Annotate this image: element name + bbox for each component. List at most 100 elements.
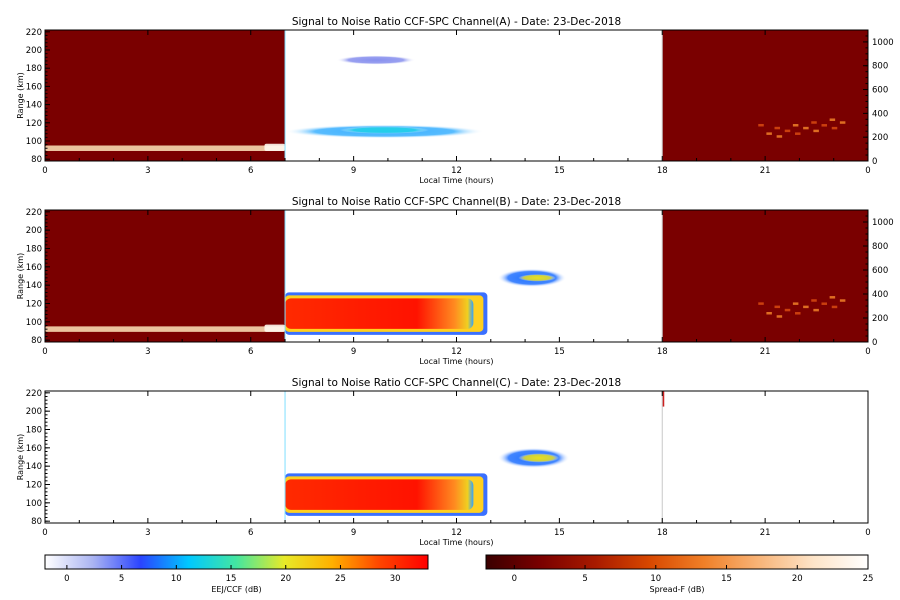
x-tick-label: 6: [248, 528, 253, 538]
eej-echo-core: [285, 298, 474, 329]
spreadf-echo: [774, 126, 781, 130]
spreadf-echo: [829, 296, 836, 299]
y-tick-label: 80: [31, 336, 42, 346]
colorbar-eej: 0 5 10 15 20 25 30 EEJ/CCF (dB): [44, 554, 429, 594]
y-tick-label: 160: [26, 82, 42, 92]
x-tick-label: 0: [865, 166, 870, 176]
colorbar-label: Spread-F (dB): [649, 585, 704, 594]
y-axis-label: Range (km): [16, 434, 25, 481]
night-echo-band: [45, 326, 286, 332]
night-spreadf-region: [45, 30, 286, 161]
colorbar-tick-label: 20: [280, 574, 291, 584]
y-tick-label: 140: [26, 281, 42, 291]
panel-A: Signal to Noise Ratio CCF-SPC Channel(A)…: [16, 16, 894, 185]
panel-C: Signal to Noise Ratio CCF-SPC Channel(C)…: [16, 377, 871, 547]
y-tick-label: 220: [26, 389, 42, 399]
y-tick-label: 120: [26, 300, 42, 310]
spreadf-echo: [776, 135, 783, 138]
spreadf-echo: [803, 126, 809, 130]
right-y-tick-label: 200: [872, 314, 888, 324]
y-tick-label: 100: [26, 137, 42, 147]
spreadf-echo: [839, 121, 846, 124]
colorbar-gradient: [485, 554, 869, 570]
spreadf-echo: [813, 129, 819, 133]
panel-B: Signal to Noise Ratio CCF-SPC Channel(B)…: [16, 196, 894, 366]
right-y-tick-label: 600: [872, 266, 888, 276]
spreadf-echo: [795, 312, 801, 315]
x-tick-label: 15: [554, 347, 565, 357]
right-y-tick-label: 800: [872, 242, 888, 252]
spreadf-echo: [829, 118, 836, 121]
x-axis-label: Local Time (hours): [419, 176, 493, 185]
x-tick-label: 3: [145, 528, 150, 538]
right-y-tick-label: 1000: [872, 218, 894, 228]
eej-echo-blob: [518, 453, 560, 463]
right-y-tick-label: 800: [872, 62, 888, 72]
trace-marker: [662, 391, 665, 407]
x-tick-label: 12: [451, 528, 462, 538]
colorbar-tick-label: 5: [119, 574, 124, 584]
spreadf-echo: [758, 302, 764, 305]
colorbar-label: EEJ/CCF (dB): [211, 585, 261, 594]
y-tick-label: 200: [26, 226, 42, 236]
right-y-tick-label: 400: [872, 290, 888, 300]
spreadf-echo: [821, 302, 828, 305]
x-tick-label: 9: [351, 166, 356, 176]
night-spreadf-region: [662, 30, 868, 161]
eej-echo-blob: [518, 274, 556, 282]
spreadf-echo: [803, 305, 809, 309]
night-echo-band: [264, 324, 286, 332]
x-tick-label: 21: [760, 166, 771, 176]
night-echo-band: [45, 145, 286, 151]
x-tick-label: 0: [42, 166, 47, 176]
y-tick-label: 100: [26, 318, 42, 328]
y-tick-label: 180: [26, 426, 42, 436]
eej-echo-blob: [336, 55, 416, 65]
x-tick-label: 3: [145, 347, 150, 357]
night-spreadf-region: [662, 210, 868, 342]
colorbar-gradient: [44, 554, 429, 570]
x-tick-label: 6: [248, 347, 253, 357]
y-axis-label: Range (km): [16, 72, 25, 119]
x-tick-label: 18: [657, 166, 668, 176]
x-tick-label: 12: [451, 166, 462, 176]
y-tick-label: 180: [26, 245, 42, 255]
colorbar-tick-label: 25: [335, 574, 346, 584]
y-tick-label: 140: [26, 101, 42, 111]
x-tick-label: 0: [865, 347, 870, 357]
colorbar-tick-label: 20: [792, 574, 803, 584]
spreadf-echo: [821, 124, 828, 127]
x-axis-label: Local Time (hours): [419, 357, 493, 366]
y-tick-label: 220: [26, 208, 42, 218]
x-tick-label: 18: [657, 347, 668, 357]
y-tick-label: 160: [26, 263, 42, 273]
colorbar-tick-label: 5: [582, 574, 587, 584]
y-tick-label: 120: [26, 481, 42, 491]
spreadf-echo: [784, 308, 791, 312]
x-tick-label: 6: [248, 166, 253, 176]
spreadf-echo: [831, 126, 838, 130]
right-y-tick-label: 0: [872, 338, 877, 348]
spreadf-echo: [766, 311, 772, 315]
x-tick-label: 9: [351, 347, 356, 357]
colorbar-spreadf: 0 5 10 15 20 25 Spread-F (dB): [485, 554, 873, 594]
x-axis-label: Local Time (hours): [419, 538, 493, 547]
x-tick-label: 0: [42, 347, 47, 357]
x-tick-label: 9: [351, 528, 356, 538]
x-tick-label: 12: [451, 347, 462, 357]
x-tick-label: 21: [760, 528, 771, 538]
y-tick-label: 200: [26, 46, 42, 56]
colorbar-tick-label: 10: [650, 574, 661, 584]
spreadf-echo: [758, 123, 764, 127]
spreadf-echo: [776, 315, 783, 318]
x-tick-label: 15: [554, 528, 565, 538]
y-tick-label: 80: [31, 155, 42, 165]
colorbar-tick-label: 0: [64, 574, 69, 584]
colorbar-tick-label: 10: [171, 574, 182, 584]
spreadf-echo: [795, 132, 801, 135]
spreadf-echo: [784, 129, 791, 133]
y-tick-label: 200: [26, 407, 42, 417]
colorbar-tick-label: 0: [512, 574, 517, 584]
eej-echo-blob: [339, 126, 430, 134]
